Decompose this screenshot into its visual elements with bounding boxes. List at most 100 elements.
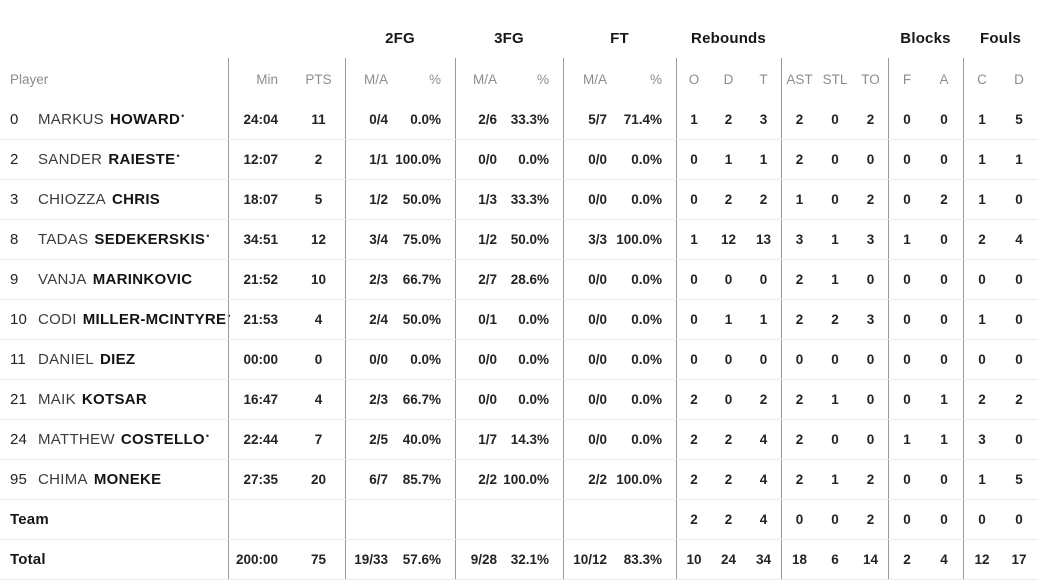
ft-pct-cell: 83.3%: [623, 552, 662, 567]
col-header-3fg-ma: M/A: [455, 58, 509, 100]
ast-cell: 2: [781, 460, 817, 499]
ft-pct-cell: 0.0%: [631, 392, 662, 407]
col-header-block-a: A: [939, 71, 949, 87]
fg3-ma-cell: 9/28: [455, 540, 509, 579]
table-row: Team 2 2 4 0 0 2 0 0 0 0: [0, 500, 1038, 540]
fg3-pct-cell: 100.0%: [503, 472, 549, 487]
fg2-ma-cell: [345, 500, 400, 539]
fg3-pct-cell: 0.0%: [518, 352, 549, 367]
min-cell: 27:35: [228, 460, 292, 499]
reb-d-cell: 1: [724, 312, 733, 327]
fg2-pct-cell: 40.0%: [402, 432, 441, 447]
min-cell: 16:47: [228, 380, 292, 419]
pts-cell: 7: [314, 432, 323, 447]
col-header-to: TO: [861, 71, 880, 87]
ft-ma-cell: 2/2: [563, 460, 619, 499]
jersey-number: 2: [10, 151, 19, 168]
ast-cell: 2: [781, 420, 817, 459]
reb-d-cell: 2: [724, 512, 733, 527]
foul-d-cell: 0: [1015, 312, 1023, 327]
player-cell: 0 MARKUS HOWARD •: [0, 100, 228, 139]
reb-o-cell: 0: [676, 260, 711, 299]
reb-d-cell: 0: [724, 272, 733, 287]
block-f-cell: 0: [888, 260, 925, 299]
ast-cell: 2: [781, 100, 817, 139]
reb-t-cell: 34: [755, 552, 772, 567]
reb-d-cell: 1: [724, 152, 733, 167]
fg2-ma-cell: 0/0: [345, 340, 400, 379]
pts-cell: 11: [311, 112, 326, 127]
fg3-ma-cell: 1/2: [455, 220, 509, 259]
fg2-pct-cell: 85.7%: [402, 472, 441, 487]
pts-cell: 0: [314, 352, 323, 367]
stl-cell: 0: [831, 512, 839, 527]
pts-cell: 12: [310, 232, 327, 247]
ast-cell: 2: [781, 380, 817, 419]
group-header-ft: FT: [610, 29, 629, 47]
fg2-ma-cell: 3/4: [345, 220, 400, 259]
to-cell: 0: [866, 352, 875, 367]
player-first-name: VANJA: [38, 271, 87, 288]
ast-cell: 18: [781, 540, 817, 579]
player-first-name: CHIOZZA: [38, 191, 106, 208]
table-row: 10 CODI MILLER-MCINTYRE • 21:53 4 2/4 50.0% 0/1 0…: [0, 300, 1038, 340]
fg3-ma-cell: 0/0: [455, 340, 509, 379]
starter-mark-icon: •: [206, 231, 210, 241]
min-cell: 12:07: [228, 140, 292, 179]
fg2-pct-cell: 66.7%: [402, 272, 441, 287]
player-last-name: MARINKOVIC: [92, 271, 193, 288]
fg3-pct-cell: 0.0%: [518, 312, 549, 327]
ft-pct-cell: 0.0%: [631, 272, 662, 287]
col-header-2fg-ma: M/A: [345, 58, 400, 100]
ft-pct-cell: 100.0%: [616, 472, 662, 487]
block-f-cell: 0: [888, 500, 925, 539]
foul-d-cell: 0: [1015, 512, 1023, 527]
reb-t-cell: 2: [759, 192, 768, 207]
jersey-number: 3: [10, 191, 19, 208]
ft-pct-cell: 0.0%: [631, 192, 662, 207]
ft-pct-cell: 0.0%: [631, 352, 662, 367]
foul-d-cell: 1: [1015, 152, 1023, 167]
group-header-rebounds: Rebounds: [691, 29, 766, 47]
fg2-pct-cell: 0.0%: [410, 352, 441, 367]
reb-t-cell: 0: [759, 272, 768, 287]
block-a-cell: 2: [940, 192, 948, 207]
fg2-pct-cell: 57.6%: [402, 552, 441, 567]
ast-cell: 3: [781, 220, 817, 259]
player-first-name: MAIK: [38, 391, 76, 408]
fg3-pct-cell: 28.6%: [510, 272, 549, 287]
foul-c-cell: 1: [963, 460, 1000, 499]
col-header-foul-c: C: [963, 58, 1000, 100]
player-cell: 2 SANDER RAIESTE •: [0, 140, 228, 179]
reb-t-cell: 2: [759, 392, 768, 407]
starter-mark-icon: •: [176, 151, 180, 161]
to-cell: 0: [866, 432, 875, 447]
block-a-cell: 4: [940, 552, 948, 567]
player-last-name: CHRIS: [111, 191, 161, 208]
table-row: Total 200:00 75 19/33 57.6% 9/28 32.1% 10/12 83.…: [0, 540, 1038, 580]
stl-cell: 0: [831, 192, 839, 207]
stl-cell: 1: [831, 232, 839, 247]
player-cell: 21 MAIK KOTSAR: [0, 380, 228, 419]
ft-ma-cell: 0/0: [563, 260, 619, 299]
fg3-pct-cell: 50.0%: [510, 232, 549, 247]
block-f-cell: 0: [888, 300, 925, 339]
fg2-pct-cell: 0.0%: [410, 112, 441, 127]
col-header-reb-d: D: [723, 71, 734, 87]
min-cell: 34:51: [228, 220, 292, 259]
block-a-cell: 0: [940, 112, 948, 127]
player-first-name: MATTHEW: [38, 431, 115, 448]
reb-d-cell: 24: [720, 552, 737, 567]
stl-cell: 2: [831, 312, 839, 327]
col-header-ast: AST: [781, 58, 817, 100]
fg3-pct-cell: 0.0%: [518, 152, 549, 167]
col-header-min: Min: [228, 58, 292, 100]
stl-cell: 0: [831, 152, 839, 167]
table-row: 11 DANIEL DIEZ 00:00 0 0/0 0.0% 0/0 0.0% 0/0 0.0% 0…: [0, 340, 1038, 380]
pts-cell: 4: [314, 312, 323, 327]
player-first-name: DANIEL: [38, 351, 94, 368]
table-row: 9 VANJA MARINKOVIC 21:52 10 2/3 66.7% 2/7 28.6% 0…: [0, 260, 1038, 300]
player-last-name: DIEZ: [100, 351, 136, 368]
reb-t-cell: 1: [759, 152, 768, 167]
player-first-name: CHIMA: [38, 471, 88, 488]
